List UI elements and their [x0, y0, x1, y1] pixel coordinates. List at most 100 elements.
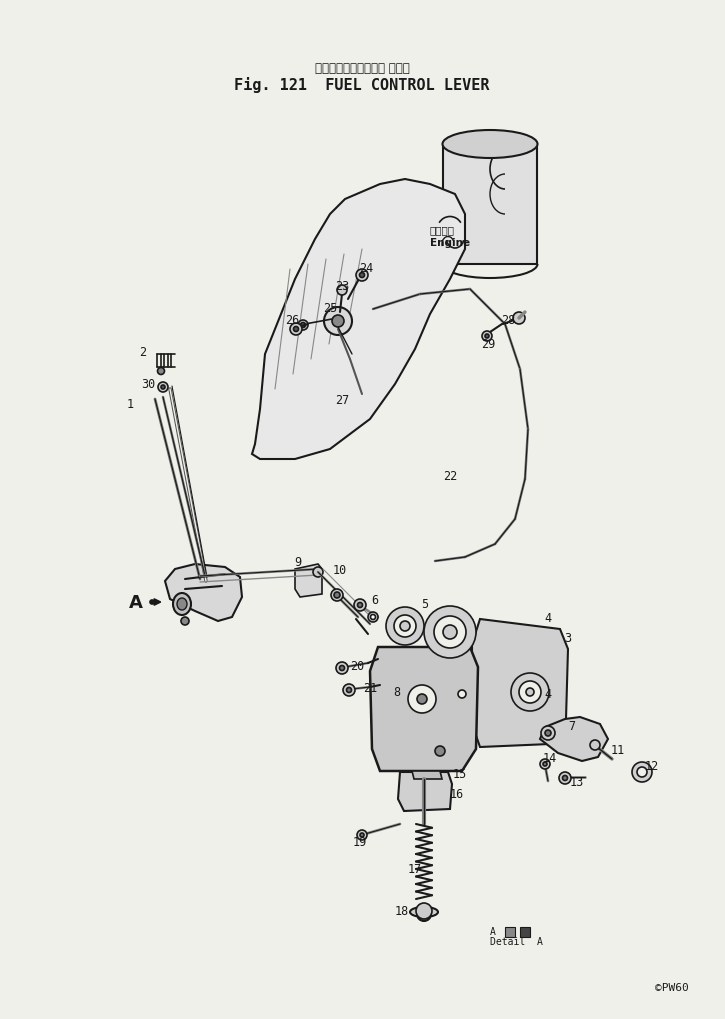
Text: A: A	[129, 593, 143, 611]
Circle shape	[416, 903, 432, 919]
Ellipse shape	[177, 598, 187, 610]
Circle shape	[360, 273, 365, 278]
Circle shape	[357, 603, 362, 608]
Circle shape	[563, 775, 568, 781]
Text: フェエルコントロール レバー: フェエルコントロール レバー	[315, 61, 410, 74]
Circle shape	[343, 685, 355, 696]
Text: 3: 3	[565, 631, 571, 644]
Text: 18: 18	[395, 905, 409, 917]
Ellipse shape	[394, 615, 416, 637]
Ellipse shape	[442, 130, 537, 159]
Text: 4: 4	[544, 688, 552, 701]
Circle shape	[150, 600, 154, 604]
Text: 4: 4	[544, 611, 552, 624]
Text: 2: 2	[139, 345, 146, 358]
Circle shape	[354, 599, 366, 611]
Text: 23: 23	[335, 279, 349, 292]
Text: 16: 16	[450, 788, 464, 801]
Circle shape	[408, 686, 436, 713]
Ellipse shape	[173, 593, 191, 615]
Ellipse shape	[417, 907, 431, 921]
Polygon shape	[370, 647, 478, 771]
Circle shape	[313, 568, 323, 578]
Circle shape	[485, 334, 489, 338]
Polygon shape	[443, 145, 537, 265]
Polygon shape	[295, 565, 322, 597]
Circle shape	[482, 331, 492, 341]
Circle shape	[336, 662, 348, 675]
Circle shape	[181, 618, 189, 626]
Polygon shape	[540, 717, 608, 761]
Text: 12: 12	[645, 759, 659, 771]
Polygon shape	[520, 927, 530, 937]
Circle shape	[324, 308, 352, 335]
Text: 11: 11	[611, 743, 625, 756]
Polygon shape	[412, 771, 442, 780]
Circle shape	[590, 740, 600, 750]
Text: 1: 1	[126, 398, 133, 411]
Text: 30: 30	[141, 378, 155, 391]
Ellipse shape	[370, 614, 376, 620]
Text: 22: 22	[443, 469, 457, 482]
Text: 8: 8	[394, 685, 400, 698]
Text: 25: 25	[323, 302, 337, 314]
Circle shape	[540, 759, 550, 769]
Circle shape	[158, 382, 168, 392]
Ellipse shape	[434, 616, 466, 648]
Text: 26: 26	[285, 313, 299, 326]
Polygon shape	[252, 179, 465, 460]
Circle shape	[294, 327, 299, 332]
Text: 29: 29	[481, 338, 495, 352]
Text: 15: 15	[453, 766, 467, 780]
Text: 27: 27	[335, 393, 349, 407]
Ellipse shape	[400, 622, 410, 632]
Circle shape	[356, 270, 368, 281]
Text: Fig. 121  FUEL CONTROL LEVER: Fig. 121 FUEL CONTROL LEVER	[234, 76, 490, 93]
Ellipse shape	[368, 612, 378, 623]
Text: 9: 9	[294, 555, 302, 568]
Polygon shape	[165, 565, 242, 622]
Ellipse shape	[526, 688, 534, 696]
Circle shape	[543, 762, 547, 766]
Ellipse shape	[632, 762, 652, 783]
Text: 24: 24	[359, 261, 373, 274]
Text: ©PW60: ©PW60	[655, 982, 689, 993]
Circle shape	[541, 727, 555, 740]
Text: 20: 20	[350, 659, 364, 672]
Circle shape	[290, 324, 302, 335]
Circle shape	[417, 694, 427, 704]
Circle shape	[559, 772, 571, 785]
Ellipse shape	[424, 606, 476, 658]
Text: 21: 21	[363, 681, 377, 694]
Text: Detail  A: Detail A	[490, 936, 543, 946]
Circle shape	[298, 321, 308, 331]
Text: 17: 17	[408, 863, 422, 875]
Circle shape	[360, 834, 364, 838]
Polygon shape	[505, 927, 515, 937]
Circle shape	[357, 830, 367, 841]
Text: 7: 7	[568, 718, 576, 732]
Circle shape	[157, 368, 165, 375]
Text: 5: 5	[421, 597, 428, 610]
Text: Engine: Engine	[430, 237, 470, 248]
Ellipse shape	[511, 674, 549, 711]
Circle shape	[334, 592, 340, 598]
Ellipse shape	[410, 907, 438, 917]
Circle shape	[161, 385, 165, 389]
Text: エンジン: エンジン	[430, 225, 455, 234]
Circle shape	[337, 285, 347, 296]
Ellipse shape	[519, 682, 541, 703]
Polygon shape	[398, 772, 452, 811]
Text: 19: 19	[353, 836, 367, 849]
Polygon shape	[472, 620, 568, 747]
Text: 10: 10	[333, 562, 347, 576]
Text: 28: 28	[501, 313, 515, 326]
Circle shape	[339, 665, 344, 671]
Ellipse shape	[637, 767, 647, 777]
Circle shape	[331, 589, 343, 601]
Text: 13: 13	[570, 775, 584, 789]
Text: 14: 14	[543, 751, 557, 764]
Circle shape	[300, 323, 305, 328]
Text: 6: 6	[371, 593, 378, 606]
Circle shape	[545, 731, 551, 737]
